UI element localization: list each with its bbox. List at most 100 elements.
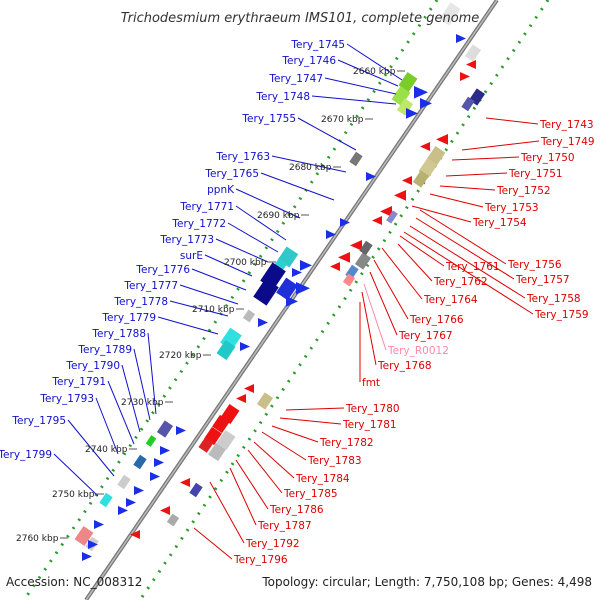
- label-leader-line: [363, 283, 387, 351]
- feature-label: surE: [180, 250, 203, 262]
- label-leader-line: [157, 316, 219, 335]
- kbp-tick-label: 2670 kbp: [321, 115, 364, 125]
- feature-label: Tery_1789: [77, 344, 132, 356]
- gene-arrow: [350, 240, 362, 251]
- feature-label: Tery_1783: [307, 455, 362, 467]
- feature-label: Tery_1757: [515, 274, 570, 286]
- label-leader-line: [279, 417, 342, 425]
- feature-label: Tery_1784: [295, 473, 350, 485]
- gene-block: [216, 340, 236, 360]
- gene-arrow: [134, 486, 144, 495]
- gene-arrow: [88, 540, 98, 549]
- feature-label: Tery_1761: [445, 261, 500, 273]
- gene-arrow: [286, 296, 298, 307]
- label-leader-line: [271, 155, 347, 173]
- feature-label: Tery_1749: [540, 136, 595, 148]
- feature-label: Tery_1756: [507, 259, 562, 271]
- label-leader-line: [346, 43, 403, 81]
- feature-label: Tery_1773: [159, 234, 214, 246]
- gene-arrow: [420, 142, 430, 151]
- gene-arrow: [296, 282, 310, 295]
- gene-arrow: [420, 98, 432, 109]
- gene-block: [208, 442, 226, 462]
- gene-arrow: [460, 72, 470, 81]
- label-leader-line: [451, 156, 520, 161]
- gene-block: [74, 526, 94, 546]
- label-leader-line: [67, 419, 115, 477]
- gene-block: [386, 210, 398, 224]
- label-leader-line: [369, 271, 398, 336]
- feature-label: Tery_1781: [342, 419, 397, 431]
- gene-block: [349, 151, 363, 167]
- kbp-tick-label: 2680 kbp: [289, 163, 332, 173]
- gene-block: [354, 252, 372, 270]
- gene-block: [461, 96, 475, 112]
- feature-label: fmt: [362, 377, 380, 389]
- feature-label: Tery_1780: [345, 403, 400, 415]
- label-leader-line: [247, 449, 283, 494]
- gene-arrow: [292, 268, 302, 277]
- label-leader-line: [285, 407, 345, 411]
- gene-block: [439, 2, 461, 26]
- feature-label: Tery_1758: [526, 293, 581, 305]
- feature-label: Tery_1743: [539, 119, 594, 131]
- label-leader-line: [107, 380, 135, 445]
- gene-block: [398, 72, 418, 92]
- gene-arrow: [180, 478, 190, 487]
- label-leader-line: [485, 117, 539, 125]
- kbp-tick-label: 2660 kbp: [353, 67, 396, 77]
- gene-arrow: [402, 176, 412, 185]
- feature-label: Tery_1754: [472, 217, 527, 229]
- feature-label: Tery_1768: [377, 360, 432, 372]
- gene-arrow: [258, 318, 268, 327]
- label-leader-line: [311, 95, 397, 105]
- feature-label: Tery_1759: [534, 309, 589, 321]
- gene-arrow: [236, 394, 246, 403]
- gene-arrow: [330, 262, 340, 271]
- label-leader-line: [409, 225, 526, 299]
- label-leader-line: [260, 172, 335, 201]
- feature-label: ppnK: [207, 184, 235, 196]
- gene-arrow: [244, 384, 254, 393]
- feature-label: Tery_1793: [39, 393, 94, 405]
- feature-label: Tery_1777: [123, 280, 178, 292]
- label-leader-line: [227, 222, 279, 253]
- gene-arrow: [406, 108, 418, 119]
- feature-label: Tery_1747: [268, 73, 323, 85]
- gene-arrow: [372, 216, 382, 225]
- gene-block: [145, 435, 157, 447]
- gene-arrow: [466, 60, 476, 69]
- gene-arrow: [150, 472, 160, 481]
- label-leader-line: [209, 481, 245, 544]
- kbp-tick-label: 2690 kbp: [257, 211, 300, 221]
- kbp-tick-label: 2700 kbp: [224, 258, 267, 268]
- gene-arrow: [300, 260, 312, 271]
- feature-label: Tery_1755: [241, 113, 296, 125]
- gene-arrow: [366, 172, 376, 181]
- gene-block: [464, 44, 482, 62]
- gene-block: [253, 278, 279, 306]
- feature-label: Tery_1788: [91, 328, 146, 340]
- kbp-tick-labels: 2660 kbp 2670 kbp 2680 kbp 2690 kbp 2700 kbp…: [16, 67, 405, 544]
- kbp-tick-label: 2760 kbp: [16, 534, 59, 544]
- kbp-tick-label: 2740 kbp: [85, 445, 128, 455]
- label-leader-line: [261, 431, 307, 461]
- feature-label: Tery_1786: [269, 504, 324, 516]
- feature-label: Tery_1766: [409, 314, 464, 326]
- label-leader-line: [381, 247, 423, 300]
- label-leader-line: [193, 527, 233, 560]
- feature-labels: Tery_1745 Tery_1746 Tery_1747 Tery_1748 Tery…: [0, 39, 595, 566]
- gene-block: [276, 277, 298, 301]
- feature-label: Tery_1752: [496, 185, 551, 197]
- gene-arrow: [240, 342, 250, 351]
- gene-arrow: [326, 230, 336, 239]
- feature-label: Tery_1782: [319, 437, 374, 449]
- gene-block: [242, 309, 256, 323]
- gene-block: [256, 392, 274, 410]
- kbp-tick-label: 2710 kbp: [192, 305, 235, 315]
- feature-label: Tery_1779: [101, 312, 156, 324]
- feature-label: Tery_1796: [233, 554, 288, 566]
- feature-label: Tery_1764: [423, 294, 478, 306]
